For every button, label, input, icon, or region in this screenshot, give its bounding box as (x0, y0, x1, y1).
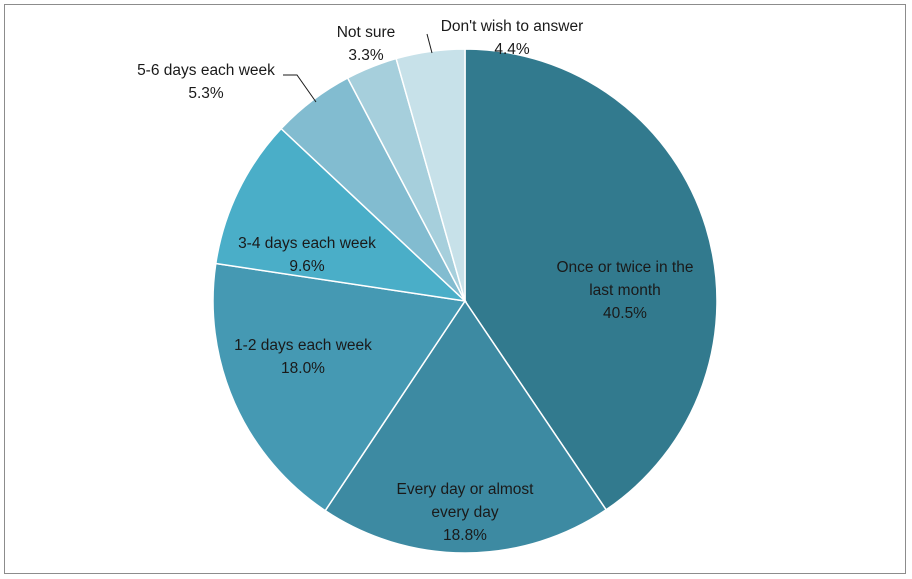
slices-layer (212, 48, 718, 554)
slice-value-label: 18.0% (281, 360, 325, 377)
slice-category-label: 1-2 days each week (234, 337, 372, 354)
slice-category-label: Once or twice in the (557, 259, 694, 276)
slice-label-4: 5-6 days each week 5.3% (137, 62, 275, 102)
slice-value-label: 40.5% (603, 305, 647, 322)
pie-slice-0 (464, 48, 718, 511)
slice-label-5: Not sure 3.3% (337, 24, 396, 64)
slice-category-label: Every day or almost (397, 481, 535, 498)
slice-label-6: Don't wish to answer 4.4% (441, 18, 584, 58)
leader-line-6 (426, 33, 433, 54)
leaders-layer (283, 33, 433, 103)
pie-slice-3 (214, 127, 468, 303)
slice-category-label: every day (431, 504, 498, 521)
leader-line-4 (283, 74, 317, 103)
slice-label-2: 1-2 days each week 18.0% (234, 337, 372, 377)
pie-slice-1 (324, 299, 608, 554)
slice-value-label: 18.8% (443, 527, 487, 544)
pie-slice-2 (212, 262, 467, 512)
slice-value-label: 4.4% (494, 41, 530, 58)
slice-category-label: Don't wish to answer (441, 18, 584, 35)
slice-value-label: 5.3% (188, 85, 224, 102)
labels-layer: Once or twice in the last month 40.5% Every… (137, 18, 693, 544)
slice-category-label: 3-4 days each week (238, 235, 376, 252)
slice-value-label: 9.6% (289, 258, 325, 275)
slice-label-1: Every day or almost every day 18.8% (397, 481, 535, 544)
slice-label-0: Once or twice in the last month 40.5% (557, 259, 694, 322)
slice-category-label: Not sure (337, 24, 396, 41)
slice-category-label: 5-6 days each week (137, 62, 275, 79)
pie-slice-6 (395, 48, 466, 302)
slice-category-label: last month (589, 282, 661, 299)
slice-value-label: 3.3% (348, 47, 384, 64)
slice-label-3: 3-4 days each week 9.6% (238, 235, 376, 275)
